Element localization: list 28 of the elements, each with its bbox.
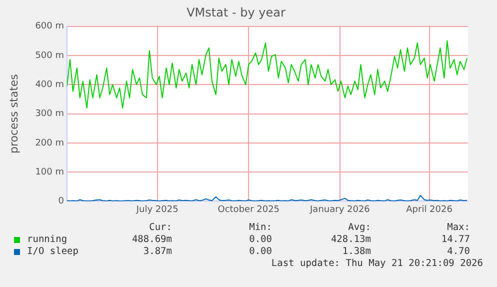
text: Max: (447, 222, 470, 233)
y-tick-label: 100 m (35, 167, 64, 178)
y-tick-label: 400 m (35, 80, 64, 90)
x-tick-label: July 2025 (135, 204, 178, 215)
text: 1.38m (342, 246, 371, 257)
y-tick-label: 500 m (35, 50, 64, 61)
text: 428.13m (330, 234, 371, 245)
x-tick-label: January 2026 (309, 204, 370, 215)
y-tick-label: 0 (58, 196, 64, 207)
y-tick-label: 300 m (35, 109, 64, 120)
y-tick-label: 600 m (35, 22, 64, 32)
text: Cur: (149, 222, 172, 233)
text: 0.00 (249, 234, 272, 245)
x-tick-label: October 2025 (218, 204, 280, 215)
legend-label: running (27, 234, 68, 245)
text: Avg: (348, 222, 371, 233)
x-tick-label: April 2026 (406, 204, 453, 215)
y-tick-label: 200 m (35, 138, 64, 148)
chart-title: VMstat - by year (186, 5, 286, 20)
text: 4.70 (447, 246, 470, 257)
text: Min: (249, 222, 272, 233)
text: Last update: Thu May 21 20:21:09 2026 (271, 258, 483, 269)
text: 0.00 (249, 246, 272, 257)
text: 14.77 (441, 234, 470, 245)
legend-label: I/O sleep (27, 246, 78, 257)
text: 3.87m (143, 246, 172, 257)
y-axis-title: process states (7, 74, 20, 154)
text: 488.69m (132, 234, 172, 245)
